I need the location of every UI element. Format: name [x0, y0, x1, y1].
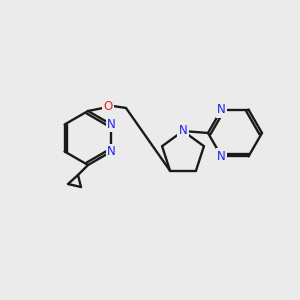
Text: N: N	[107, 118, 116, 131]
Text: O: O	[103, 100, 112, 112]
Text: N: N	[178, 124, 188, 137]
Text: N: N	[217, 150, 226, 163]
Text: N: N	[217, 103, 226, 116]
Text: N: N	[107, 145, 116, 158]
